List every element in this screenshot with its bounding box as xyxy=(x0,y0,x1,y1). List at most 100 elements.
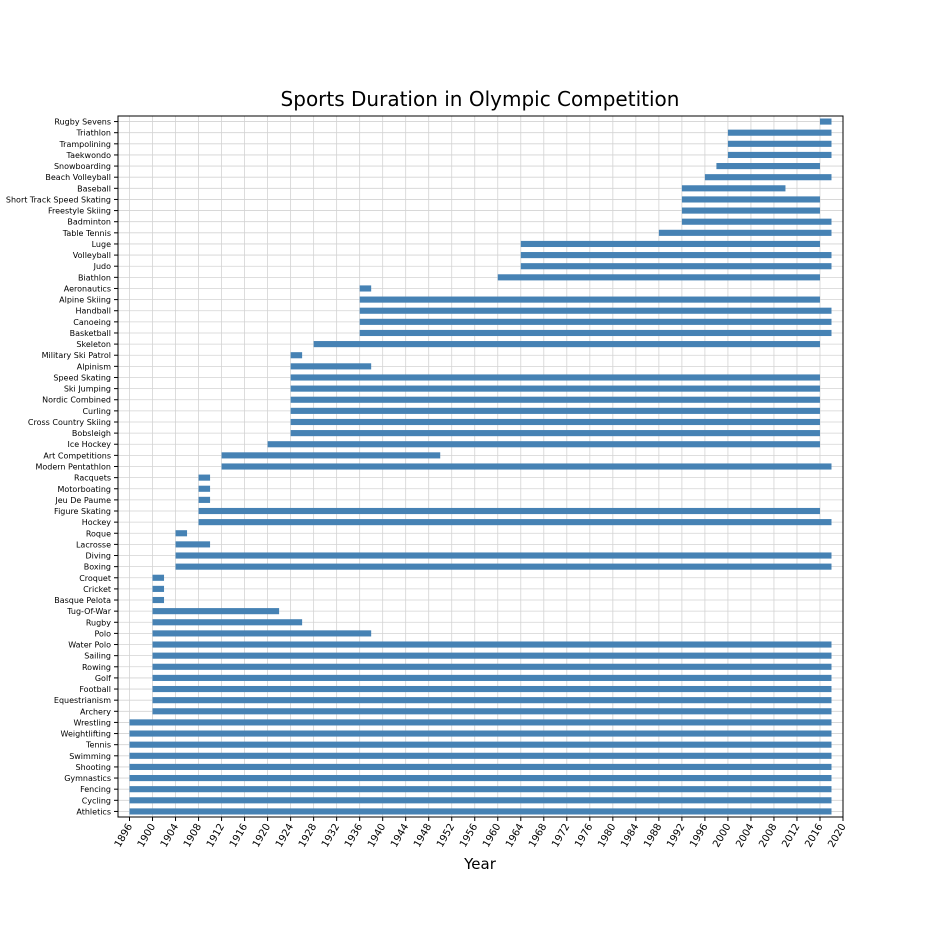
bar-volleyball xyxy=(520,252,832,259)
bar-alpine-skiing xyxy=(359,296,820,303)
bar-judo xyxy=(520,263,832,270)
chart-title: Sports Duration in Olympic Competition xyxy=(281,87,680,111)
y-tick-label: Football xyxy=(79,685,111,694)
y-tick-label: Rugby Sevens xyxy=(54,118,111,127)
y-tick-label: Table Tennis xyxy=(62,229,111,238)
bar-art-competitions xyxy=(221,452,441,459)
y-tick-label: Shooting xyxy=(76,763,111,772)
y-tick-label: Racquets xyxy=(74,474,111,483)
bar-freestyle-skiing xyxy=(681,207,820,214)
bar-weightlifting xyxy=(129,730,832,737)
y-tick-label: Speed Skating xyxy=(53,373,111,382)
y-tick-label: Hockey xyxy=(82,518,112,527)
bar-boxing xyxy=(175,563,832,570)
y-tick-label: Short Track Speed Skating xyxy=(6,195,111,204)
bar-croquet xyxy=(152,574,165,581)
y-tick-label: Gymnastics xyxy=(64,774,111,783)
bar-racquets xyxy=(198,474,211,481)
bar-cricket xyxy=(152,585,165,592)
y-tick-label: Triathlon xyxy=(75,129,111,138)
bar-biathlon xyxy=(497,274,820,281)
bar-golf xyxy=(152,674,832,681)
bar-lacrosse xyxy=(175,541,211,548)
bar-short-track-speed-skating xyxy=(681,196,820,203)
y-tick-label: Water Polo xyxy=(68,641,111,650)
bar-bobsleigh xyxy=(290,430,820,437)
y-tick-label: Athletics xyxy=(76,807,111,816)
bar-gymnastics xyxy=(129,774,832,782)
bar-trampolining xyxy=(727,140,832,147)
y-tick-label: Archery xyxy=(80,707,111,716)
y-tick-label: Bobsleigh xyxy=(72,429,111,438)
y-tick-label: Basque Pelota xyxy=(54,596,111,605)
bar-football xyxy=(152,685,832,693)
y-tick-label: Diving xyxy=(86,552,112,561)
bar-speed-skating xyxy=(290,374,820,381)
bar-baseball xyxy=(681,185,786,192)
y-tick-label: Sailing xyxy=(84,652,111,661)
y-tick-label: Motorboating xyxy=(58,485,112,494)
y-tick-label: Skeleton xyxy=(76,340,111,349)
y-tick-label: Alpinism xyxy=(77,362,111,371)
bar-cross-country-skiing xyxy=(290,418,820,426)
bar-curling xyxy=(290,407,820,414)
bar-rugby-sevens xyxy=(819,118,832,125)
y-tick-label: Ski Jumping xyxy=(64,385,111,394)
bar-shooting xyxy=(129,763,832,770)
bar-military-ski-patrol xyxy=(290,352,303,359)
y-tick-label: Equestrianism xyxy=(54,696,111,705)
y-tick-label: Biathlon xyxy=(78,273,111,282)
bar-tug-of-war xyxy=(152,608,280,615)
y-tick-label: Freestyle Skiing xyxy=(48,207,111,216)
y-tick-label: Polo xyxy=(94,629,111,638)
bar-basque-pelota xyxy=(152,596,165,604)
bar-handball xyxy=(359,307,832,314)
y-tick-label: Snowboarding xyxy=(54,162,111,171)
y-tick-label: Rugby xyxy=(86,618,111,627)
y-tick-label: Aeronautics xyxy=(64,284,111,293)
bar-skeleton xyxy=(313,341,820,348)
y-tick-label: Rowing xyxy=(82,663,111,672)
y-tick-label: Badminton xyxy=(67,218,111,227)
y-tick-label: Canoeing xyxy=(73,318,111,327)
bar-polo xyxy=(152,630,372,637)
y-tick-label: Figure Skating xyxy=(54,507,111,516)
bar-fencing xyxy=(129,786,832,793)
bar-badminton xyxy=(681,218,832,225)
y-tick-label: Lacrosse xyxy=(76,540,111,549)
y-tick-label: Handball xyxy=(76,307,112,316)
y-tick-label: Curling xyxy=(82,407,111,416)
y-tick-layer: Athletics Cycling Fencing Gymnastics Shootin… xyxy=(6,118,118,816)
y-tick-label: Golf xyxy=(95,674,111,683)
bar-figure-skating xyxy=(198,507,820,515)
bar-rowing xyxy=(152,663,832,670)
y-tick-label: Taekwondo xyxy=(66,151,112,160)
bar-roque xyxy=(175,530,188,537)
y-tick-label: Cricket xyxy=(83,585,111,594)
bar-layer xyxy=(129,118,832,815)
bar-water-polo xyxy=(152,641,832,648)
y-tick-label: Trampolining xyxy=(58,140,111,149)
bar-alpinism xyxy=(290,363,372,370)
bar-diving xyxy=(175,552,832,559)
y-tick-label: Ice Hockey xyxy=(67,440,111,449)
y-tick-label: Weightlifting xyxy=(61,730,112,739)
y-tick-label: Art Competitions xyxy=(43,451,111,460)
bar-athletics xyxy=(129,808,832,815)
y-tick-label: Cycling xyxy=(82,796,111,805)
y-tick-label: Baseball xyxy=(77,184,111,193)
y-tick-label: Fencing xyxy=(80,785,111,794)
y-tick-label: Jeu De Paume xyxy=(54,496,111,505)
bar-tennis xyxy=(129,741,832,748)
bar-ski-jumping xyxy=(290,385,820,392)
bar-ice-hockey xyxy=(267,441,820,448)
bar-cycling xyxy=(129,797,832,804)
y-tick-label: Wrestling xyxy=(74,718,111,727)
y-tick-label: Cross Country Skiing xyxy=(28,418,111,427)
bar-snowboarding xyxy=(716,163,820,170)
bar-archery xyxy=(152,708,832,715)
bar-motorboating xyxy=(198,485,211,492)
bar-modern-pentathlon xyxy=(221,463,832,470)
